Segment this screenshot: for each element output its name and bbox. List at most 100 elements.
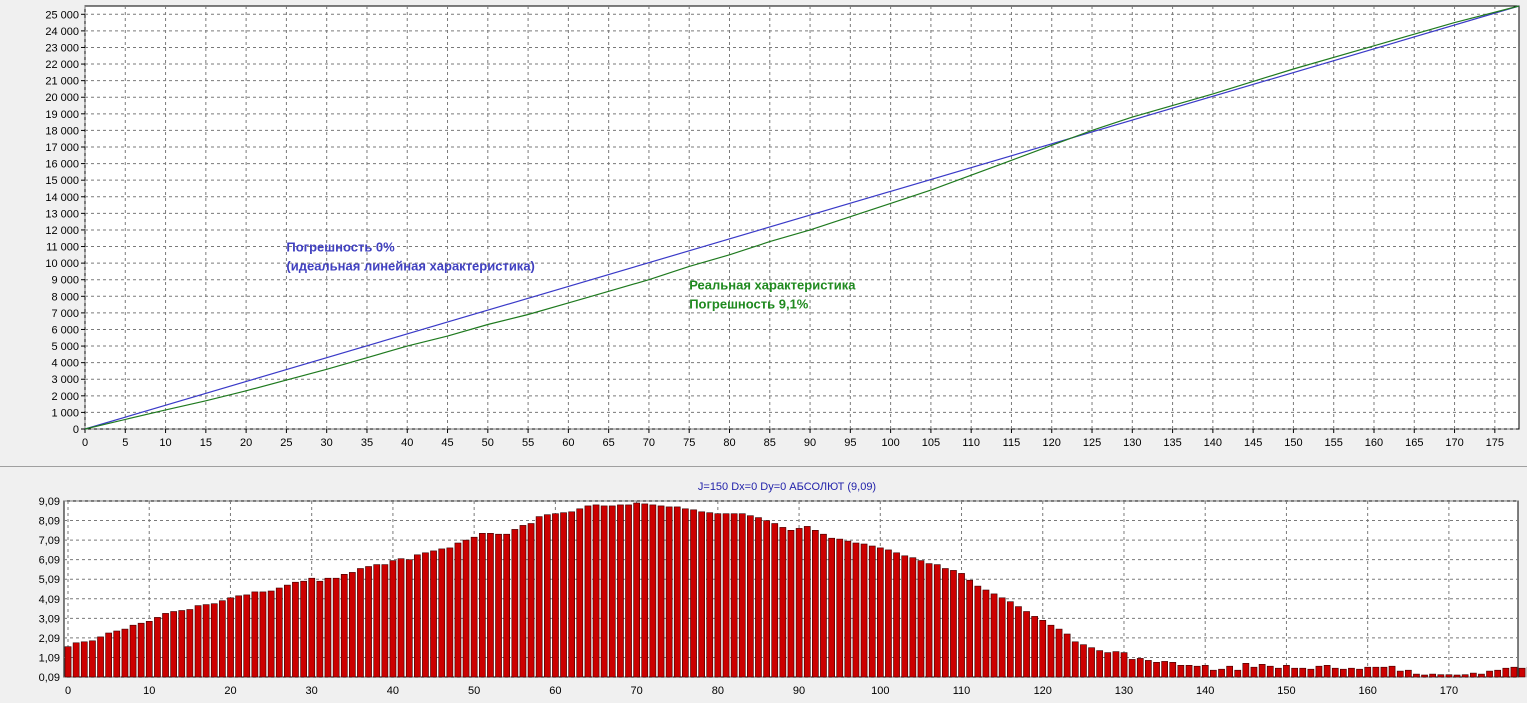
y-tick-label: 13 000 [45,208,79,220]
bar [267,590,275,678]
bar [982,589,990,678]
x-tick-label: 95 [844,437,856,449]
bar [235,595,243,678]
bar [641,503,649,678]
bar [738,513,746,678]
y-tick-label: 15 000 [45,175,79,187]
x-tick-label: 115 [1003,437,1021,449]
bar [1299,667,1307,678]
bar [64,646,72,678]
bar [162,613,169,678]
bar [584,505,592,678]
y-tick-label: 17 000 [45,142,79,154]
y-tick-label: 4,09 [39,594,60,606]
bar [893,552,900,678]
bar [617,504,624,678]
histogram-title: J=150 Dx=0 Dy=0 АБСОЛЮТ (9,09) [698,481,876,493]
y-tick-label: 0,09 [39,672,60,684]
y-tick-labels: 0 1 000 2 000 3 000 4 000 5 000 6 000 7 000 8 00… [45,9,85,436]
x-tick-label: 120 [1043,437,1061,449]
bar [373,564,381,678]
bar [1039,620,1047,678]
bar [568,511,575,678]
bar [454,542,462,678]
y-tick-label: 14 000 [45,192,79,204]
x-tick-label: 100 [871,685,889,697]
annotation-line: Погрешность 0% [286,240,395,255]
bar [1478,673,1485,678]
bar [730,513,738,678]
y-tick-label: 6,09 [39,555,60,567]
bar [470,536,478,678]
bar [1315,665,1323,678]
bar [1356,668,1363,678]
bar [1364,666,1372,678]
bar [1023,611,1030,678]
y-tick-label: 7,09 [39,535,60,547]
bar [503,533,511,678]
bar [397,558,405,678]
bar [129,624,137,678]
bar [763,520,770,678]
bar [1502,667,1510,678]
bar [527,523,535,678]
bar [633,502,640,678]
bar [1096,650,1103,678]
annotation-line: (идеальная линейная характеристика) [286,259,535,274]
bar [649,504,657,678]
bar [113,630,121,678]
y-tick-label: 3 000 [51,374,79,386]
bar [876,547,884,678]
bar [430,550,437,678]
bar [543,514,551,678]
x-tick-label: 125 [1083,437,1101,449]
x-tick-label: 130 [1123,437,1141,449]
bar [1185,665,1193,678]
x-tick-label: 75 [683,437,695,449]
bar [901,555,909,678]
bar [803,526,811,678]
series-group [84,5,1520,430]
x-tick-label: 170 [1445,437,1463,449]
bar [1510,666,1518,678]
bar [1421,674,1428,678]
bar [1396,670,1404,678]
y-tick-label: 19 000 [45,109,79,121]
bar [681,508,689,678]
y-tick-label: 1 000 [51,407,79,419]
x-tick-label: 40 [401,437,413,449]
x-tick-label: 15 [200,437,212,449]
x-tick-label: 35 [361,437,373,449]
bar [1323,665,1331,678]
x-tick-label: 55 [522,437,534,449]
bar [1169,662,1177,678]
x-tick-label: 80 [712,685,724,697]
annotations: Погрешность 0% (идеальная линейная характ… [286,240,856,312]
y-tick-label: 9,09 [39,496,60,508]
x-tick-label: 30 [321,437,333,449]
bar [1088,647,1095,678]
x-tick-label: 0 [82,437,88,449]
bar [1055,628,1063,678]
bar [511,529,519,678]
bar [170,611,178,678]
bar [998,597,1006,678]
x-tick-label: 60 [562,437,574,449]
bar [316,580,324,678]
bar [1518,667,1526,678]
bar [105,632,112,678]
x-tick-label: 150 [1277,685,1295,697]
bar [722,513,730,678]
bar [1470,672,1477,678]
bar [1380,666,1388,678]
y-tick-label: 4 000 [51,358,79,370]
bar [1031,616,1038,678]
bar [852,542,860,678]
bar [1258,664,1266,678]
x-tick-label: 50 [468,685,480,697]
bar [1275,667,1282,678]
y-tick-label: 2 000 [51,391,79,403]
bar [868,545,876,678]
x-tick-labels: 0 5 10 15 20 25 30 35 40 45 50 55 60 65 70 75 80 85 90 95 10… [82,429,1504,449]
bar [405,559,413,678]
